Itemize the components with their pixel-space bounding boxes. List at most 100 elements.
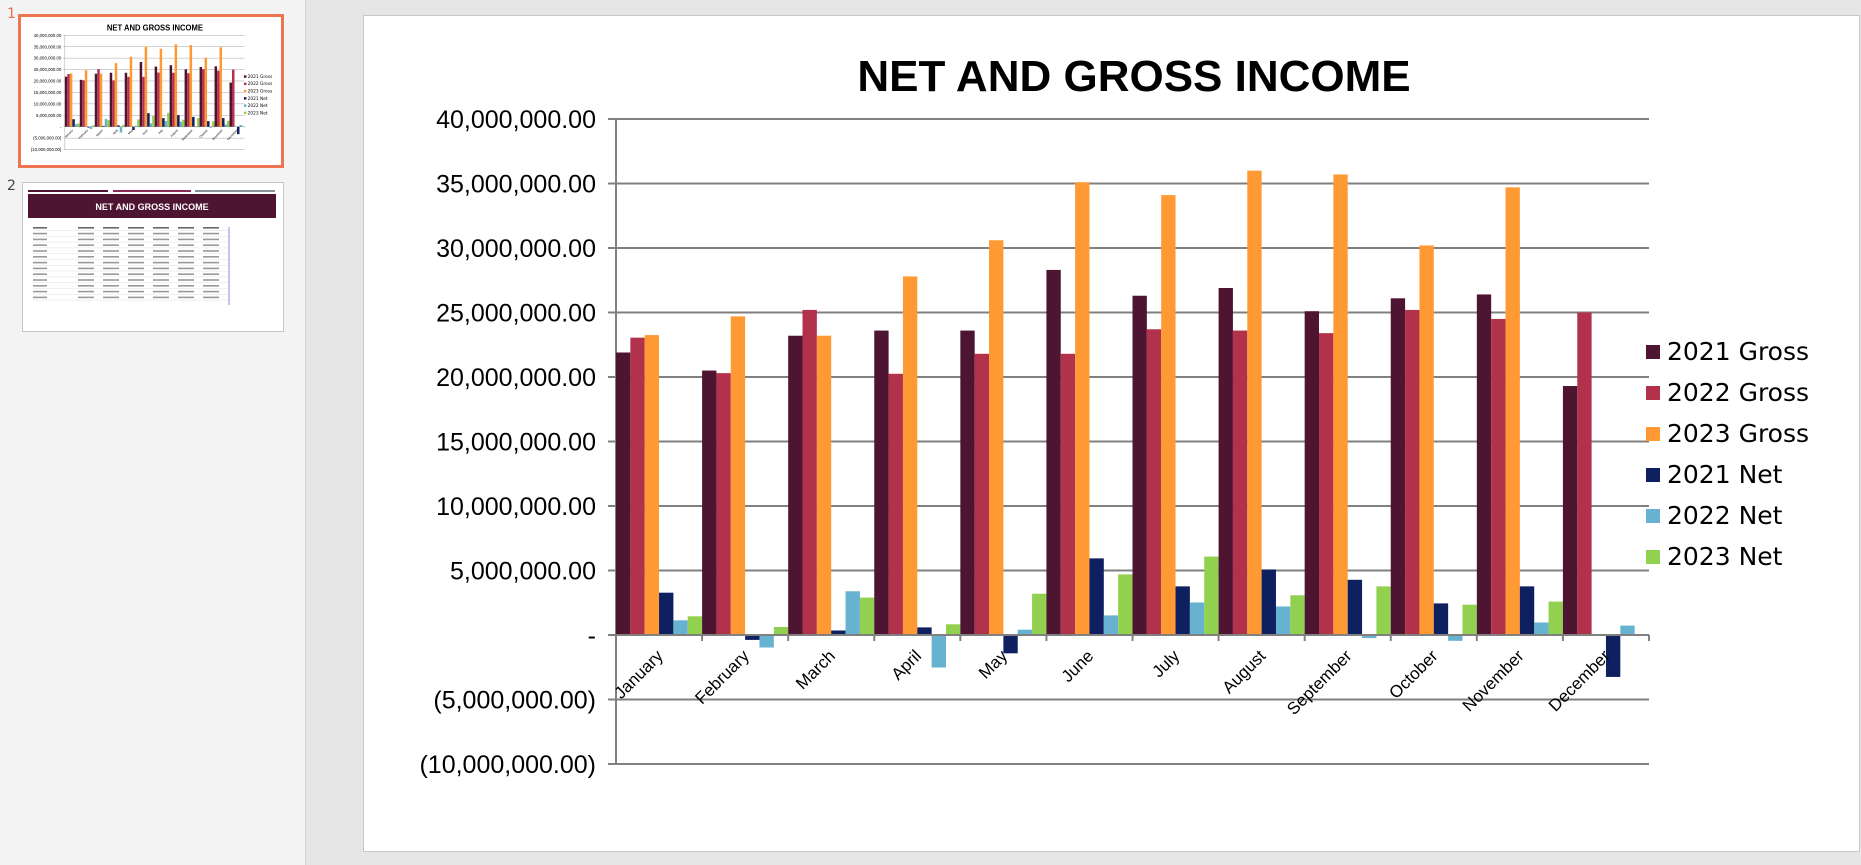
legend-label: 2023 Net	[1667, 542, 1783, 571]
bar-2023-net	[945, 624, 961, 635]
bar-2021-gross	[124, 72, 128, 127]
slide-thumbnail-1[interactable]: NET AND GROSS INCOME 40,000,000.00 35,000,…	[18, 14, 284, 168]
x-tick-label: January	[64, 128, 75, 139]
x-tick-label: October	[198, 128, 208, 138]
bar-2022-gross	[67, 74, 70, 127]
y-tick-label: (5,000,000.00)	[433, 687, 596, 715]
y-tick-label: 40,000,000.00	[436, 106, 596, 134]
legend-swatch	[243, 82, 247, 86]
bar-2021-gross	[1132, 295, 1147, 635]
slide-thumbnail-2[interactable]: NET AND GROSS INCOME	[22, 182, 284, 332]
table-cell	[103, 296, 119, 299]
bar-2021-net	[1347, 579, 1363, 635]
table-cell	[78, 290, 94, 293]
legend-label: 2022 Gross	[248, 81, 273, 87]
y-tick-label: 20,000,000.00	[436, 364, 596, 392]
table-cell	[33, 256, 47, 258]
bar-2021-gross	[169, 65, 173, 127]
bar-2022-net	[1534, 622, 1549, 635]
legend-swatch	[243, 75, 247, 78]
bar-2023-net	[1204, 556, 1219, 635]
bar-2023-net	[197, 118, 200, 127]
bar-2023-gross	[84, 70, 88, 127]
table-cell	[203, 261, 219, 264]
legend-label: 2022 Gross	[1667, 378, 1809, 407]
bar-2022-net	[845, 591, 860, 635]
mini-table	[33, 227, 230, 305]
bar-2022-net	[1448, 635, 1463, 641]
bar-2022-net	[1362, 635, 1377, 639]
bar-2021-gross	[229, 82, 233, 127]
table-cell	[33, 290, 47, 293]
bar-2022-net	[1189, 602, 1205, 635]
bar-2023-net	[773, 627, 789, 635]
bar-2023-gross	[730, 316, 746, 635]
bar-2023-net	[1032, 593, 1047, 635]
bar-2021-net	[177, 115, 180, 127]
thumbnail-table-slide: NET AND GROSS INCOME	[28, 190, 276, 305]
legend-swatch	[1646, 550, 1660, 564]
y-tick-label: 5,000,000.00	[36, 113, 62, 118]
table-cell	[178, 238, 194, 241]
bar-2022-net	[209, 126, 213, 128]
bar-2021-gross	[1218, 287, 1233, 635]
bar-2023-net	[227, 120, 230, 127]
bar-2021-gross	[154, 66, 158, 127]
x-tick-label: September	[181, 128, 194, 141]
bar-2022-gross	[974, 353, 990, 635]
table-cell	[78, 267, 94, 270]
bar-2021-net	[1261, 569, 1276, 635]
bar-2023-net	[212, 121, 215, 127]
bar-2022-net	[149, 123, 153, 127]
table-cell	[128, 290, 144, 293]
bar-2021-net	[659, 592, 674, 635]
bar-2021-net	[1605, 635, 1621, 677]
bar-chart: NET AND GROSS INCOME 40,000,000.00 35,000,…	[419, 52, 1809, 779]
table-cell	[153, 256, 169, 258]
table-cell	[178, 261, 194, 264]
table-cell	[128, 296, 144, 299]
legend-swatch	[1646, 468, 1660, 482]
table-cell	[128, 232, 144, 235]
y-tick-label: 5,000,000.00	[450, 558, 596, 586]
bar-2023-gross	[204, 57, 208, 127]
slide-canvas[interactable]: NET AND GROSS INCOME 40,000,000.00 35,000,…	[363, 15, 1860, 852]
bar-2022-net	[931, 635, 946, 668]
y-tick-label: -	[588, 622, 596, 650]
table-cell	[128, 227, 144, 229]
table-cell	[178, 250, 194, 252]
x-tick-label: April	[112, 128, 119, 135]
table-cell	[153, 250, 169, 252]
legend-swatch	[1646, 386, 1660, 400]
table-cell	[178, 227, 194, 229]
legend-label: 2021 Net	[1667, 460, 1783, 489]
bar-2023-net	[1290, 595, 1305, 635]
table-cell	[153, 273, 169, 275]
table-cell	[178, 290, 194, 293]
bar-2022-gross	[82, 80, 85, 127]
bar-2023-gross	[1505, 187, 1520, 635]
table-cell	[128, 279, 144, 281]
table-cell	[78, 279, 94, 281]
legend-label: 2022 Net	[1667, 501, 1783, 530]
bar-2022-net	[134, 125, 138, 127]
y-tick-label: 40,000,000.00	[34, 33, 62, 38]
bar-2021-gross	[960, 330, 975, 635]
bar-2022-gross	[202, 69, 205, 127]
table-cell	[33, 285, 47, 287]
bar-2021-net	[1433, 603, 1449, 635]
x-tick-label: August	[1219, 646, 1270, 697]
y-tick-label: 30,000,000.00	[34, 56, 62, 61]
y-tick-label: (10,000,000.00)	[419, 751, 596, 779]
legend-swatch	[243, 97, 247, 100]
bar-2023-gross	[816, 335, 832, 635]
chart-title: NET AND GROSS INCOME	[107, 23, 203, 32]
bar-2023-gross	[989, 240, 1004, 635]
table-cell	[78, 238, 94, 241]
legend-swatch	[1646, 427, 1660, 441]
table-cell	[33, 279, 47, 281]
y-tick-label: (5,000,000.00)	[33, 136, 62, 141]
bar-2022-gross	[1232, 330, 1248, 635]
bar-2022-net	[673, 620, 688, 635]
y-tick-label: 25,000,000.00	[34, 67, 62, 72]
